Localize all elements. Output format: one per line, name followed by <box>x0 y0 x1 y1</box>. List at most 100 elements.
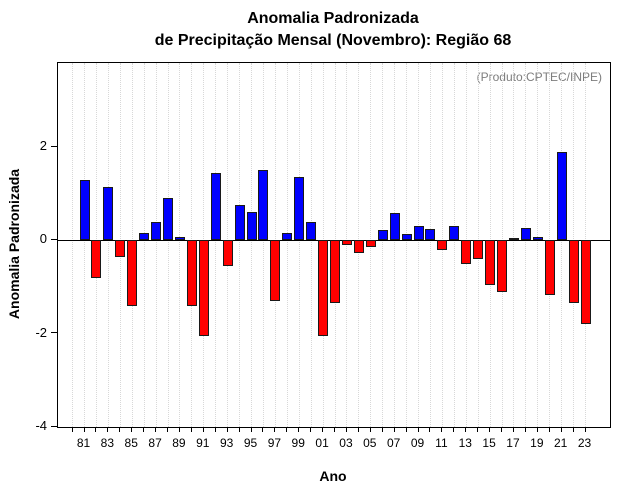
gridline <box>72 63 74 427</box>
gridline <box>453 63 455 427</box>
x-tick-label: 85 <box>124 436 138 450</box>
bar-2022 <box>568 240 579 304</box>
gridline <box>107 63 109 427</box>
x-tick <box>214 427 216 432</box>
bar-2016 <box>497 240 508 292</box>
bar-1998 <box>282 233 293 241</box>
bar-2015 <box>485 240 496 285</box>
chart-title-line2: de Precipitação Mensal (Novembro): Regiã… <box>154 32 512 49</box>
x-tick <box>453 427 455 432</box>
x-tick <box>167 427 168 432</box>
x-tick <box>584 427 586 432</box>
gridline <box>310 63 312 427</box>
bar-1981 <box>79 179 90 241</box>
gridline <box>179 63 181 427</box>
x-tick <box>178 427 180 432</box>
bar-1984 <box>115 240 126 257</box>
x-tick <box>560 427 562 432</box>
x-tick <box>489 427 491 432</box>
y-tick-label: -2 <box>35 324 47 340</box>
plot-area: (Produto:CPTEC/INPE) <box>57 62 611 428</box>
bar-1989 <box>174 236 185 241</box>
gridline <box>406 63 408 427</box>
gridline <box>298 63 300 427</box>
x-tick <box>95 427 97 432</box>
x-tick <box>381 427 383 432</box>
x-tick <box>190 427 192 432</box>
bar-1996 <box>258 170 269 241</box>
bar-1991 <box>198 240 209 336</box>
gridline <box>394 63 396 427</box>
x-tick <box>226 427 228 432</box>
x-tick <box>310 427 312 432</box>
bar-2013 <box>461 240 472 264</box>
x-tick <box>512 427 514 432</box>
bar-2012 <box>449 226 460 241</box>
x-tick <box>429 427 431 432</box>
x-tick <box>334 427 336 432</box>
x-tick <box>155 427 157 432</box>
bar-2019 <box>532 236 543 241</box>
y-tick <box>51 425 57 427</box>
x-tick <box>477 427 479 432</box>
bar-1997 <box>270 240 281 301</box>
bar-2021 <box>556 151 567 241</box>
bar-2007 <box>389 213 400 241</box>
x-tick-label: 05 <box>363 436 377 450</box>
x-tick <box>71 427 73 432</box>
product-annotation: (Produto:CPTEC/INPE) <box>476 70 602 84</box>
x-tick-label: 93 <box>219 436 234 450</box>
y-tick <box>51 332 57 334</box>
x-tick-label: 15 <box>482 436 496 450</box>
gridline <box>561 63 563 427</box>
gridline <box>382 63 384 427</box>
bar-2009 <box>413 226 424 241</box>
bar-2002 <box>330 240 341 304</box>
x-tick <box>345 427 347 432</box>
gridline <box>143 63 145 427</box>
x-tick <box>572 427 574 432</box>
bar-1992 <box>210 172 221 241</box>
x-tick <box>322 427 324 432</box>
bar-1999 <box>294 177 305 241</box>
x-tick <box>524 427 526 432</box>
gridline <box>286 63 288 427</box>
x-tick <box>83 427 85 432</box>
x-tick <box>143 427 145 432</box>
bar-1990 <box>186 240 197 306</box>
bar-2004 <box>353 240 364 253</box>
bar-1995 <box>246 212 257 241</box>
bar-1987 <box>151 221 162 241</box>
x-tick-label: 95 <box>243 436 258 450</box>
gridline <box>167 63 169 427</box>
x-tick <box>536 427 538 432</box>
gridline <box>155 63 157 427</box>
bar-2017 <box>508 237 519 241</box>
x-tick-label: 01 <box>315 436 329 450</box>
x-tick <box>441 427 443 432</box>
x-tick <box>298 427 300 432</box>
y-tick-label: 2 <box>39 138 47 153</box>
x-tick-label: 89 <box>172 436 186 450</box>
y-tick <box>51 238 57 240</box>
gridline <box>525 63 527 427</box>
x-tick <box>119 427 121 432</box>
x-tick-label: 07 <box>386 436 401 450</box>
bar-1988 <box>163 198 173 241</box>
x-tick <box>274 427 276 432</box>
x-tick-label: 23 <box>577 436 592 450</box>
x-tick-label: 97 <box>267 436 282 450</box>
gridline <box>239 63 241 427</box>
x-tick <box>417 427 419 432</box>
bar-2011 <box>437 240 448 250</box>
y-tick <box>51 145 57 147</box>
bar-1985 <box>127 240 138 306</box>
x-tick <box>393 427 395 432</box>
x-tick <box>131 427 133 432</box>
x-tick-label: 19 <box>530 436 544 450</box>
y-tick-label: -4 <box>35 418 47 433</box>
bar-2006 <box>377 230 388 241</box>
bar-2003 <box>341 240 352 245</box>
x-tick-label: 17 <box>506 436 520 450</box>
gridline <box>537 63 539 427</box>
